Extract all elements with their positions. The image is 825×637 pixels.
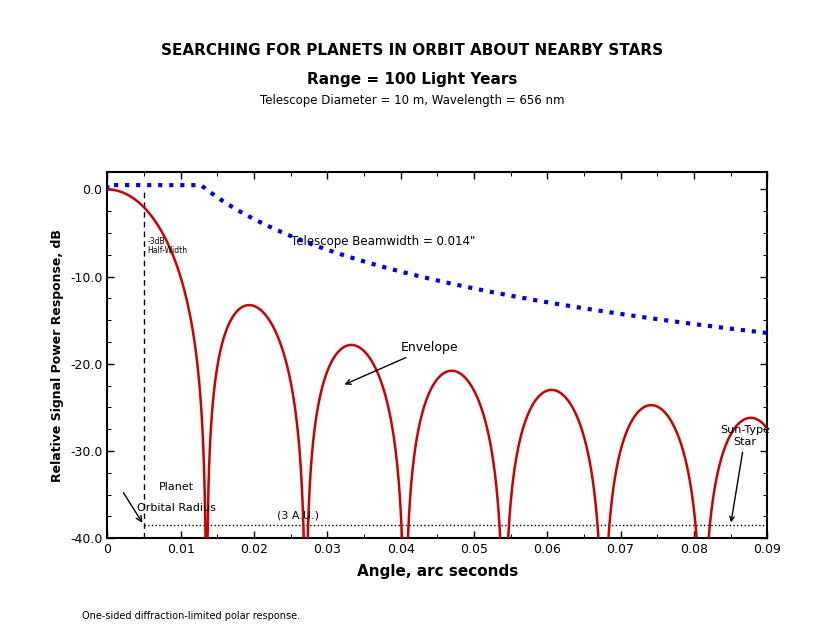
Text: Range = 100 Light Years: Range = 100 Light Years — [307, 72, 518, 87]
Text: Envelope: Envelope — [346, 341, 458, 384]
Text: One-sided diffraction-limited polar response.: One-sided diffraction-limited polar resp… — [82, 611, 300, 621]
Text: Telescope Beamwidth = 0.014": Telescope Beamwidth = 0.014" — [290, 235, 475, 248]
Text: Sun-Type
Star: Sun-Type Star — [720, 425, 771, 521]
Text: Planet: Planet — [158, 482, 194, 492]
Text: Telescope Diameter = 10 m, Wavelength = 656 nm: Telescope Diameter = 10 m, Wavelength = … — [260, 94, 565, 106]
Text: Orbital Radius: Orbital Radius — [137, 503, 215, 513]
Text: SEARCHING FOR PLANETS IN ORBIT ABOUT NEARBY STARS: SEARCHING FOR PLANETS IN ORBIT ABOUT NEA… — [162, 43, 663, 59]
Text: (3 A.U.): (3 A.U.) — [277, 511, 319, 521]
Text: -3dB
Half-Width: -3dB Half-Width — [148, 237, 188, 255]
X-axis label: Angle, arc seconds: Angle, arc seconds — [356, 564, 518, 580]
Y-axis label: Relative Signal Power Response, dB: Relative Signal Power Response, dB — [51, 229, 64, 482]
